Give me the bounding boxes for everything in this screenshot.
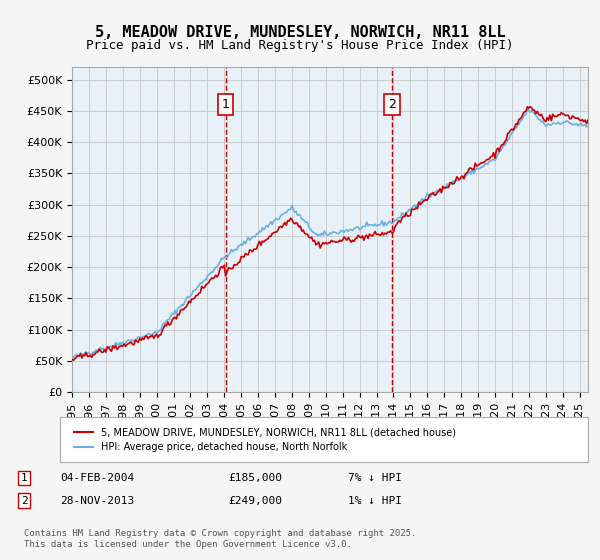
Text: £185,000: £185,000 xyxy=(228,473,282,483)
Text: 2: 2 xyxy=(20,496,28,506)
Text: 1: 1 xyxy=(222,98,230,111)
Text: 28-NOV-2013: 28-NOV-2013 xyxy=(60,496,134,506)
Text: 1% ↓ HPI: 1% ↓ HPI xyxy=(348,496,402,506)
Text: 2: 2 xyxy=(388,98,396,111)
Text: Price paid vs. HM Land Registry's House Price Index (HPI): Price paid vs. HM Land Registry's House … xyxy=(86,39,514,52)
Legend: 5, MEADOW DRIVE, MUNDESLEY, NORWICH, NR11 8LL (detached house), HPI: Average pri: 5, MEADOW DRIVE, MUNDESLEY, NORWICH, NR1… xyxy=(70,423,460,456)
Text: 7% ↓ HPI: 7% ↓ HPI xyxy=(348,473,402,483)
Text: 1: 1 xyxy=(20,473,28,483)
Text: Contains HM Land Registry data © Crown copyright and database right 2025.
This d: Contains HM Land Registry data © Crown c… xyxy=(24,529,416,549)
Text: £249,000: £249,000 xyxy=(228,496,282,506)
Text: 04-FEB-2004: 04-FEB-2004 xyxy=(60,473,134,483)
Text: 5, MEADOW DRIVE, MUNDESLEY, NORWICH, NR11 8LL: 5, MEADOW DRIVE, MUNDESLEY, NORWICH, NR1… xyxy=(95,25,505,40)
